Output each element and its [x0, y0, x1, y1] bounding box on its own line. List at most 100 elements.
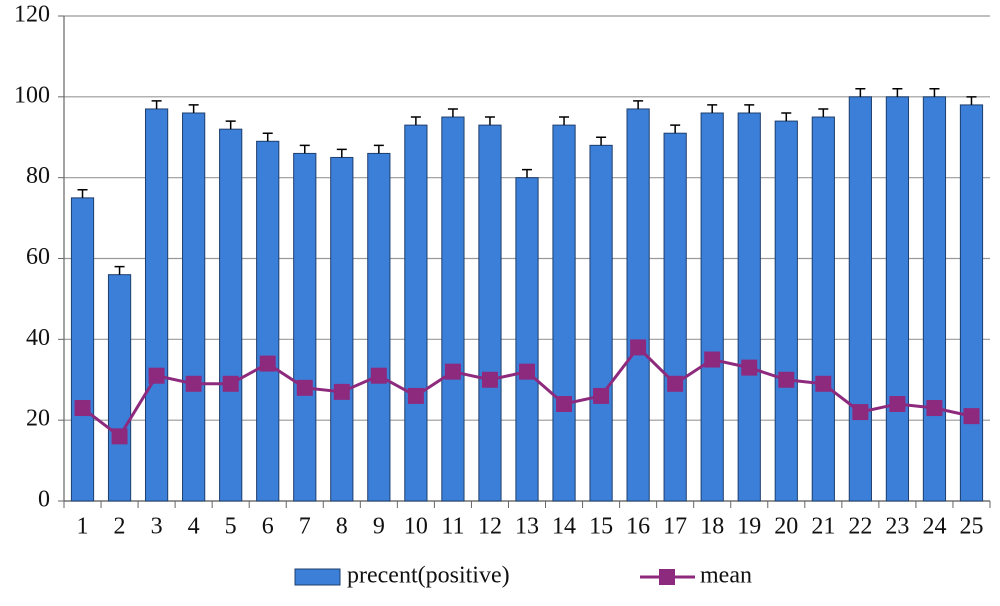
line-marker	[926, 400, 943, 417]
error-bar	[744, 104, 755, 113]
y-tick-label: 40	[26, 325, 50, 351]
bar	[144, 108, 169, 502]
y-tick-label: 100	[14, 82, 50, 108]
bar	[256, 140, 280, 502]
line-marker	[481, 371, 498, 388]
x-tick-label: 8	[336, 514, 348, 540]
bar	[885, 96, 910, 502]
line-marker	[519, 363, 535, 380]
x-tick-label: 7	[299, 514, 311, 540]
error-bar	[633, 100, 644, 109]
x-tick-label: 5	[225, 514, 237, 540]
line-marker	[778, 371, 795, 388]
x-tick-label: 14	[552, 514, 576, 540]
error-bar	[336, 148, 347, 158]
bar	[441, 116, 465, 502]
line-marker	[74, 400, 91, 417]
line-marker	[111, 428, 128, 445]
x-tick-label: 2	[114, 514, 126, 540]
line-marker	[148, 367, 165, 384]
error-bar	[966, 96, 977, 105]
line-marker	[370, 367, 387, 384]
error-bar	[892, 88, 903, 97]
x-tick-label: 25	[959, 514, 983, 540]
line-marker	[593, 387, 610, 404]
error-bar	[225, 120, 236, 130]
bar	[922, 96, 947, 502]
error-bar	[188, 104, 199, 113]
x-tick-label: 17	[663, 514, 687, 540]
line-marker	[963, 408, 980, 425]
bar	[737, 112, 761, 502]
error-bar	[373, 144, 384, 154]
error-bar	[484, 116, 495, 126]
bar	[404, 124, 428, 502]
error-bar	[522, 168, 532, 178]
x-tick-label: 16	[626, 514, 650, 540]
line-marker	[185, 375, 202, 392]
x-tick-label: 4	[188, 514, 200, 540]
line-marker	[407, 387, 424, 404]
y-tick-label: 0	[38, 487, 50, 513]
bar	[367, 152, 391, 502]
line-marker	[704, 351, 721, 368]
legend-swatch	[294, 568, 341, 586]
bar	[293, 152, 317, 502]
line-marker	[222, 375, 239, 392]
error-bar	[410, 116, 421, 126]
x-tick-label: 19	[737, 514, 761, 540]
y-tick-label: 20	[26, 406, 50, 432]
bar	[70, 197, 95, 502]
x-tick-label: 1	[77, 514, 89, 540]
x-tick-label: 24	[922, 514, 946, 540]
error-bar	[262, 132, 273, 142]
x-tick-label: 6	[262, 514, 274, 540]
bar	[330, 156, 354, 502]
bar	[552, 124, 576, 502]
x-tick-label: 22	[848, 514, 872, 540]
error-bar	[559, 116, 570, 126]
error-bar	[77, 189, 88, 198]
line-marker	[667, 375, 684, 392]
bar	[589, 144, 613, 502]
line-marker	[630, 339, 647, 356]
line-marker	[296, 379, 313, 396]
line-marker	[815, 375, 832, 392]
x-tick-label: 12	[478, 514, 502, 540]
line-marker	[889, 396, 906, 412]
bar	[848, 96, 872, 502]
error-bar	[855, 88, 866, 97]
legend-label: precent(positive)	[347, 563, 510, 589]
bar	[626, 108, 650, 502]
bar	[700, 112, 724, 502]
x-tick-label: 13	[515, 514, 539, 540]
x-tick-label: 23	[885, 514, 909, 540]
y-tick-label: 80	[26, 163, 50, 189]
bar	[107, 274, 132, 502]
line-marker	[741, 359, 758, 376]
x-tick-label: 15	[589, 514, 613, 540]
error-bar	[818, 108, 829, 118]
x-tick-label: 21	[811, 514, 835, 540]
line-marker	[333, 383, 350, 400]
line-marker	[852, 404, 869, 421]
y-tick-label: 60	[26, 244, 50, 270]
error-bar	[114, 265, 125, 275]
line-marker	[444, 363, 461, 380]
bar	[774, 120, 798, 502]
x-tick-label: 9	[373, 514, 385, 540]
error-bar	[781, 112, 792, 122]
x-tick-label: 11	[441, 514, 464, 540]
error-bar	[299, 144, 310, 154]
x-tick-label: 20	[774, 514, 798, 540]
line-marker	[259, 355, 276, 372]
bar	[478, 124, 502, 502]
x-tick-label: 3	[151, 514, 163, 540]
legend-swatch	[659, 569, 675, 585]
bar	[663, 132, 687, 502]
error-bar	[929, 88, 940, 97]
bar	[811, 116, 835, 502]
line-marker	[556, 396, 573, 412]
x-tick-label: 10	[404, 514, 428, 540]
